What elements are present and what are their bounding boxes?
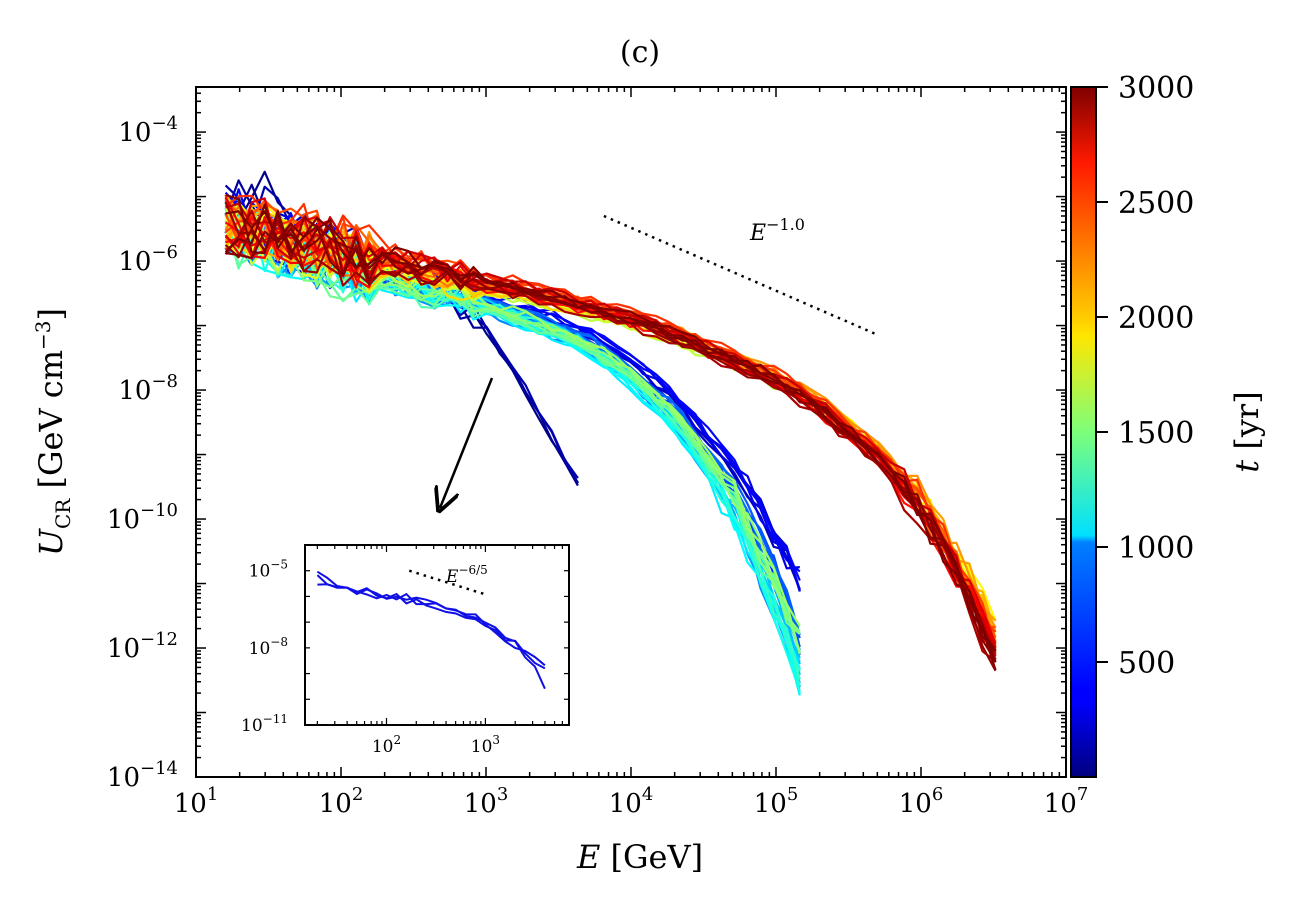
inset-reference-line (408, 569, 486, 596)
colorbar-tick-label: 1000 (1118, 531, 1194, 566)
x-tick-label: 107 (1044, 784, 1089, 819)
x-axis-label: E [GeV] (576, 838, 703, 876)
colorbar-tick-label: 2000 (1118, 301, 1194, 336)
colorbar-label: t [yr] (1228, 391, 1266, 472)
inset-reference-label: E−6/5 (445, 563, 488, 587)
inset-series-group (316, 570, 546, 690)
colorbar-tick-label: 500 (1118, 646, 1175, 681)
x-tick-label: 101 (174, 784, 219, 819)
inset-x-tick-label: 102 (372, 733, 401, 757)
y-tick-label: 10−6 (118, 242, 178, 277)
inset-y-tick-label: 10−8 (249, 635, 288, 659)
spectrum-line (225, 193, 997, 653)
colorbar-tick-label: 3000 (1118, 71, 1194, 106)
x-tick-label: 105 (754, 784, 799, 819)
inset-reference-group: E−6/5 (408, 563, 488, 596)
chart-title: (c) (620, 35, 660, 70)
y-tick-label: 10−14 (107, 758, 178, 793)
main-ticks-group: 101 102 103 104 105 106 107 10−4 10−6 10−8 10−10 10… (107, 86, 1089, 819)
inset-ticks-group: 102 103 10−5 10−8 10−11 (241, 544, 570, 757)
x-tick-label: 104 (609, 784, 654, 819)
x-tick-label: 102 (319, 784, 364, 819)
reference-line-group: E−1.0 (603, 214, 876, 335)
inset-spectrum-line (316, 570, 546, 690)
inset-x-tick-label: 103 (471, 733, 500, 757)
inset-frame (304, 544, 570, 726)
main-series-group (224, 170, 997, 696)
colorbar-tick-label: 2500 (1118, 186, 1194, 221)
inset-spectrum-line (317, 583, 546, 667)
spectrum-line (224, 215, 801, 635)
x-tick-label: 103 (464, 784, 509, 819)
inset-background (305, 545, 569, 725)
spectrum-line (225, 210, 997, 652)
y-tick-label: 10−12 (107, 629, 178, 664)
colorbar-tick-label: 1500 (1118, 416, 1194, 451)
y-axis-label: UCR [GeV cm−3] (31, 308, 75, 556)
colorbar (1071, 87, 1096, 777)
x-tick-label: 106 (899, 784, 944, 819)
spectrum-line (225, 229, 801, 635)
y-tick-label: 10−10 (107, 500, 178, 535)
y-tick-label: 10−8 (118, 371, 178, 406)
reference-slope-label: E−1.0 (749, 215, 805, 246)
inset-y-tick-label: 10−5 (249, 558, 288, 582)
inset-y-tick-label: 10−11 (241, 712, 288, 736)
colorbar-ticks-group: 500 1000 1500 2000 2500 3000 (1096, 71, 1194, 681)
y-tick-label: 10−4 (118, 113, 178, 148)
inset-pointer-arrow (440, 377, 494, 508)
